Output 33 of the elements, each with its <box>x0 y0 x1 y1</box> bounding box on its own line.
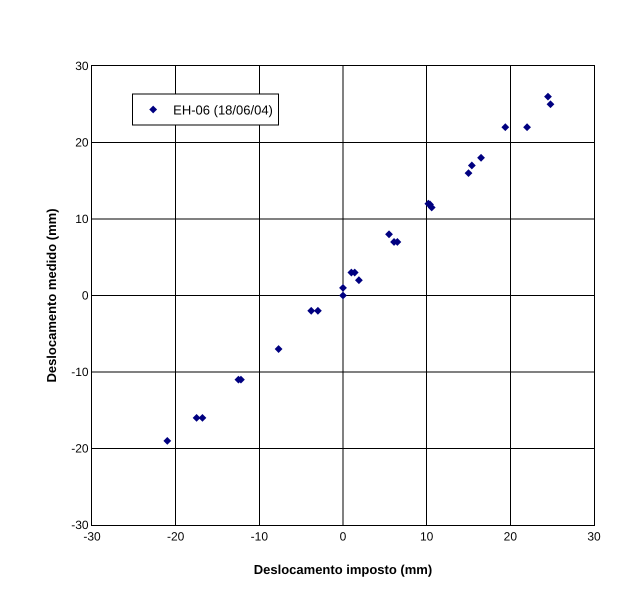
point <box>339 284 347 292</box>
x-tick-label: -20 <box>167 529 185 544</box>
point <box>501 123 510 132</box>
x-axis-title: Deslocamento imposto (mm) <box>254 562 432 577</box>
point <box>163 436 172 445</box>
x-tick-label: 10 <box>420 529 434 544</box>
point <box>464 169 472 177</box>
legend-label: EH-06 (18/06/04) <box>173 102 273 118</box>
y-tick-label: -20 <box>71 442 89 456</box>
point <box>355 276 363 284</box>
x-tick-label: 30 <box>587 529 601 544</box>
x-tick-label: 0 <box>340 529 347 544</box>
y-tick-label: 0 <box>82 288 89 303</box>
point <box>544 92 552 100</box>
point <box>523 123 531 132</box>
point <box>198 414 206 422</box>
point <box>314 306 322 315</box>
y-tick-label: 20 <box>75 136 89 150</box>
point <box>307 306 316 315</box>
y-tick-label: -10 <box>71 365 89 380</box>
point <box>477 154 485 162</box>
point <box>339 292 347 300</box>
y-tick-label: -30 <box>71 518 89 532</box>
point <box>385 230 393 238</box>
x-tick-label: -10 <box>250 529 268 544</box>
x-tick-label: 20 <box>504 529 518 544</box>
point <box>192 414 200 422</box>
y-tick-label: 10 <box>75 212 89 226</box>
y-tick-label: 30 <box>75 59 89 74</box>
point <box>546 100 554 108</box>
point <box>468 162 476 170</box>
point <box>274 345 282 353</box>
y-axis-title: Deslocamento medido (mm) <box>44 208 59 383</box>
